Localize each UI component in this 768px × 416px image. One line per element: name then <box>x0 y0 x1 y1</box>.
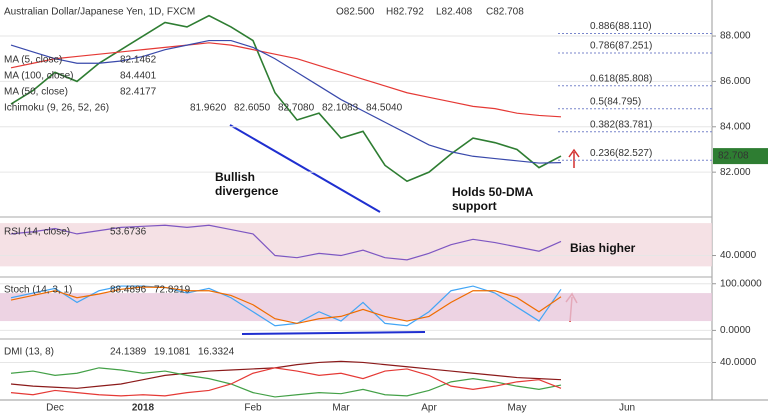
divergence-line <box>229 124 381 213</box>
x-tick-label: Jun <box>619 403 635 414</box>
x-tick-label: Dec <box>46 403 64 414</box>
legend-value: 82.1462 <box>120 55 157 66</box>
y-tick-label: 40.0000 <box>720 357 757 368</box>
indicator-line <box>10 360 562 389</box>
annotation: Bias higher <box>570 241 636 255</box>
ohlc-label: L82.408 <box>436 7 473 18</box>
legend-value: 72.8219 <box>154 285 191 296</box>
annotation: divergence <box>215 184 279 198</box>
fib-label: 0.786(87.251) <box>590 41 652 52</box>
ohlc-label: O82.500 <box>336 7 375 18</box>
x-tick-label: Apr <box>421 403 437 414</box>
pane-title: DMI (13, 8) <box>4 347 54 358</box>
indicator-line <box>10 224 562 261</box>
pane-title: Australian Dollar/Japanese Yen, 1D, FXCM <box>4 7 195 18</box>
x-tick-label: May <box>508 403 527 414</box>
x-tick-label: 2018 <box>132 403 155 414</box>
legend-value: 82.6050 <box>234 103 271 114</box>
price-line <box>10 14 562 183</box>
indicator-line <box>10 367 562 397</box>
indicator-line <box>10 42 562 118</box>
fib-label: 0.236(82.527) <box>590 148 652 159</box>
legend-value: 81.9620 <box>190 103 227 114</box>
legend-entry: MA (50, close) <box>4 87 68 98</box>
legend-value: 84.4401 <box>120 71 157 82</box>
legend-value: 84.5040 <box>366 103 403 114</box>
legend-value: 16.3324 <box>198 347 235 358</box>
y-tick-label: 100.0000 <box>720 278 762 289</box>
legend-entry: MA (5, close) <box>4 55 62 66</box>
price-tag-label: 82.708 <box>718 151 749 162</box>
annotation: Holds 50-DMA <box>452 185 534 199</box>
x-tick-label: Mar <box>332 403 350 414</box>
legend-value: 53.6736 <box>110 227 147 238</box>
y-tick-label: 0.0000 <box>720 325 751 336</box>
pane-title: RSI (14, close) <box>4 227 70 238</box>
indicator-line <box>10 286 562 325</box>
legend-entry: MA (100, close) <box>4 71 73 82</box>
legend-value: 82.1083 <box>322 103 359 114</box>
divergence-line <box>241 331 426 335</box>
legend-value: 19.1081 <box>154 347 191 358</box>
fib-label: 0.886(88.110) <box>590 21 652 32</box>
indicator-line <box>10 367 562 398</box>
pane-title: Stoch (14, 3, 1) <box>4 285 72 296</box>
y-tick-label: 88.000 <box>720 31 751 42</box>
annotation: support <box>452 199 497 213</box>
indicator-line <box>10 39 562 164</box>
legend-value: 82.7080 <box>278 103 315 114</box>
y-tick-label: 40.0000 <box>720 250 757 261</box>
indicator-line <box>10 285 562 327</box>
annotation: Bullish <box>215 170 255 184</box>
band <box>0 223 712 267</box>
legend-entry: Ichimoku (9, 26, 52, 26) <box>4 103 109 114</box>
legend-value: 88.4896 <box>110 285 147 296</box>
band <box>0 293 712 322</box>
ohlc-label: H82.792 <box>386 7 424 18</box>
fib-label: 0.5(84.795) <box>590 96 641 107</box>
fib-label: 0.382(83.781) <box>590 119 652 130</box>
legend-value: 24.1389 <box>110 347 147 358</box>
y-tick-label: 82.000 <box>720 167 751 178</box>
ohlc-label: C82.708 <box>486 7 524 18</box>
price-tag <box>713 148 768 165</box>
fib-label: 0.618(85.808) <box>590 73 652 84</box>
y-tick-label: 84.000 <box>720 121 751 132</box>
x-tick-label: Feb <box>244 403 262 414</box>
y-tick-label: 86.000 <box>720 76 751 87</box>
legend-value: 82.4177 <box>120 87 157 98</box>
